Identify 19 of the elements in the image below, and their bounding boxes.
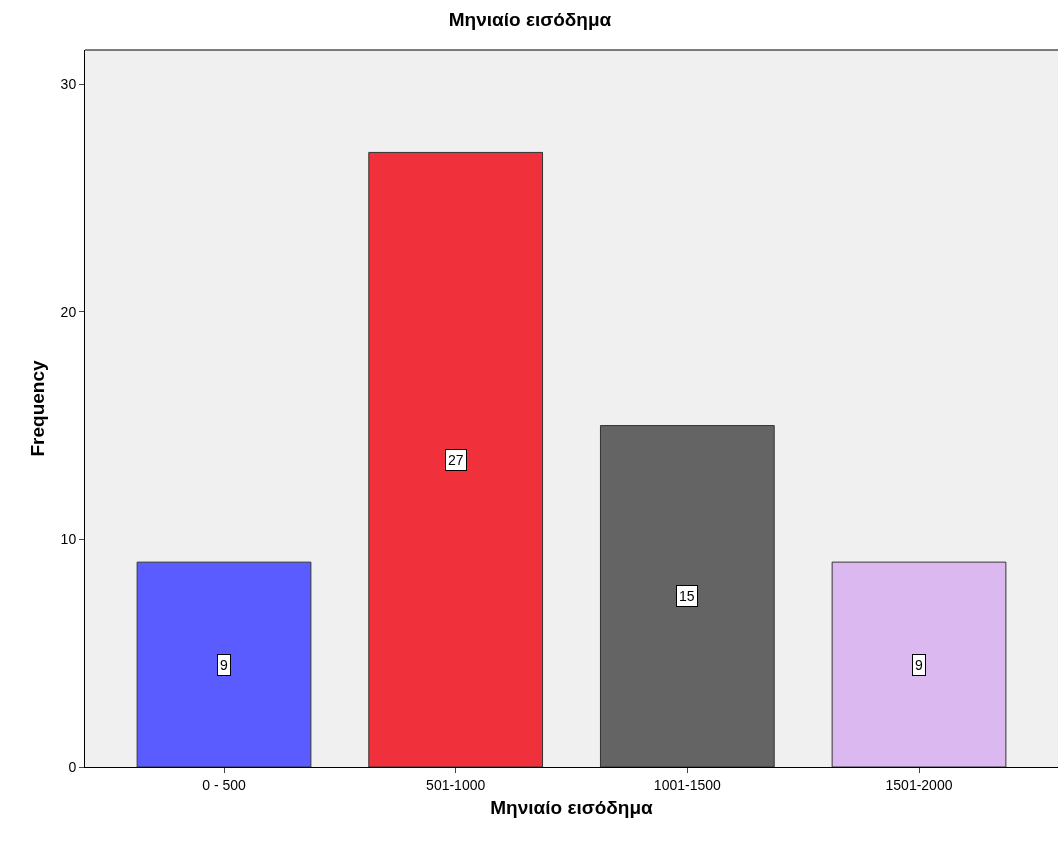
y-tick-label: 30 (60, 76, 77, 93)
bar (368, 151, 544, 767)
data-label: 27 (448, 452, 464, 468)
data-label: 9 (915, 657, 923, 673)
y-tick-label: 0 (68, 758, 77, 775)
x-tick-label: 0 - 500 (202, 776, 246, 793)
x-tick-label: 1001-1500 (653, 776, 722, 793)
x-tick-label: 1501-2000 (885, 776, 953, 793)
bar (136, 561, 312, 767)
y-axis-title: Frequency (27, 360, 49, 457)
y-tick-label: 10 (60, 531, 77, 548)
x-axis-title: Μηνιαίο εισόδημα (490, 796, 654, 818)
bar (831, 561, 1007, 767)
x-tick-label: 501-1000 (426, 776, 486, 793)
y-tick-label: 20 (60, 303, 77, 320)
bar (599, 425, 775, 767)
data-label: 15 (679, 588, 695, 604)
data-label: 9 (220, 657, 228, 673)
chart-title: Μηνιαίο εισόδημα (448, 8, 612, 30)
